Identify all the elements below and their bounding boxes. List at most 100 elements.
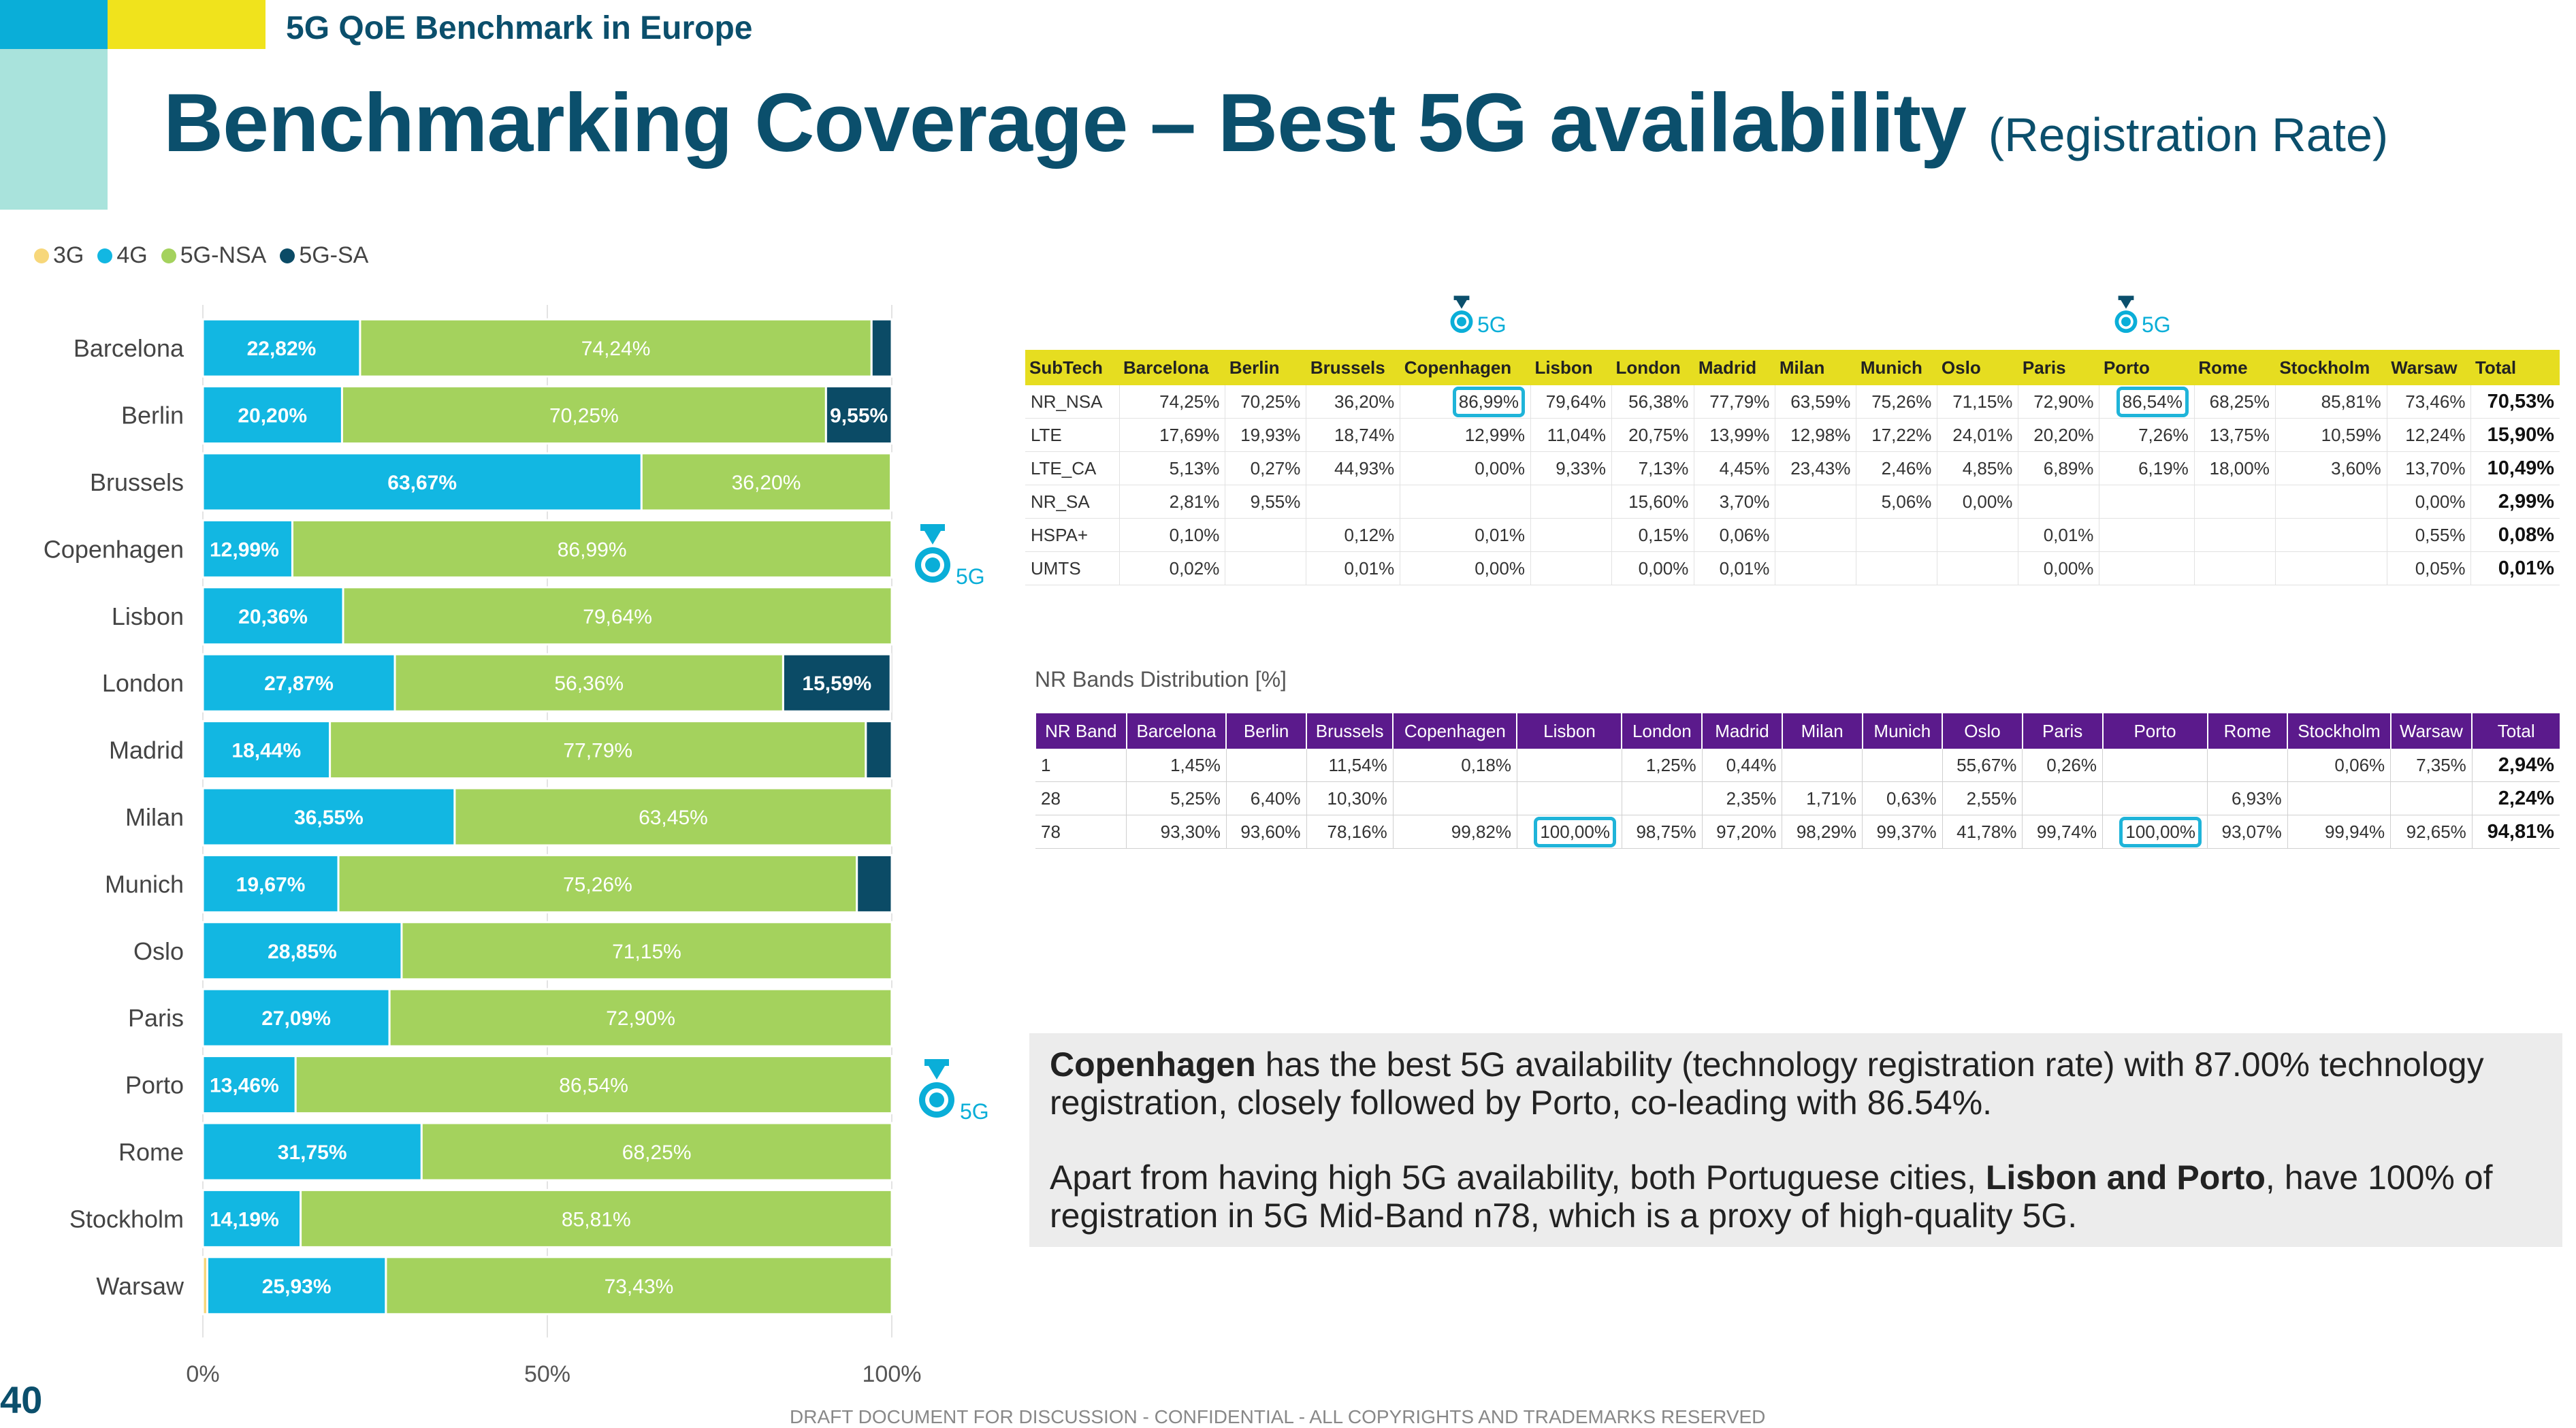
x-tick-label: 0% xyxy=(186,1361,219,1387)
column-header[interactable]: Oslo xyxy=(1937,350,2018,385)
table-cell xyxy=(2275,552,2387,585)
column-header[interactable]: Total xyxy=(2472,713,2560,749)
category-label: Stockholm xyxy=(69,1205,184,1233)
column-header[interactable]: Brussels xyxy=(1306,713,1393,749)
table-cell: 85,81% xyxy=(2275,385,2387,419)
data-label: 36,20% xyxy=(732,472,801,494)
column-header[interactable]: Madrid xyxy=(1694,350,1775,385)
table-cell: 0,44% xyxy=(1702,749,1782,782)
data-label: 86,54% xyxy=(559,1075,628,1097)
table-cell xyxy=(2208,749,2288,782)
category-label: Munich xyxy=(105,870,184,898)
column-header[interactable]: Paris xyxy=(2018,350,2099,385)
table-cell: HSPA+ xyxy=(1025,519,1119,552)
table-cell xyxy=(1517,782,1622,815)
column-header[interactable]: Oslo xyxy=(1942,713,2023,749)
table-cell xyxy=(1775,552,1856,585)
table-cell: 93,60% xyxy=(1226,815,1306,849)
table-cell: 17,69% xyxy=(1119,419,1225,452)
table-cell: 0,00% xyxy=(1400,552,1531,585)
column-header[interactable]: Munich xyxy=(1856,350,1937,385)
column-header[interactable]: Copenhagen xyxy=(1400,350,1531,385)
table-cell: 10,49% xyxy=(2471,452,2560,485)
column-header[interactable]: Milan xyxy=(1775,350,1856,385)
table-cell: 2,94% xyxy=(2472,749,2560,782)
column-header[interactable]: Warsaw xyxy=(2387,350,2471,385)
legend-label-3g: 3G xyxy=(53,242,84,269)
table-cell xyxy=(1856,519,1937,552)
table-cell: 0,02% xyxy=(1119,552,1225,585)
column-header[interactable]: Barcelona xyxy=(1127,713,1227,749)
table-cell: 78,16% xyxy=(1306,815,1393,849)
medal-label: 5G xyxy=(1477,312,1507,338)
category-label: London xyxy=(102,669,184,697)
column-header[interactable]: London xyxy=(1611,350,1694,385)
table-cell: 13,75% xyxy=(2194,419,2275,452)
column-header[interactable]: Lisbon xyxy=(1530,350,1611,385)
column-header[interactable]: Lisbon xyxy=(1517,713,1622,749)
table-cell: 4,85% xyxy=(1937,452,2018,485)
column-header[interactable]: NR Band xyxy=(1035,713,1127,749)
column-header[interactable]: Porto xyxy=(2103,713,2208,749)
highlighted-value: 86,99% xyxy=(1453,387,1525,417)
column-header[interactable]: London xyxy=(1622,713,1702,749)
table-cell xyxy=(2099,485,2194,519)
table-cell: 9,55% xyxy=(1225,485,1306,519)
table-cell xyxy=(1937,552,2018,585)
column-header[interactable]: SubTech xyxy=(1025,350,1119,385)
column-header[interactable]: Paris xyxy=(2023,713,2103,749)
data-label: 75,26% xyxy=(563,873,632,896)
table-cell: 5,25% xyxy=(1127,782,1227,815)
data-label: 73,43% xyxy=(605,1276,674,1298)
legend-item-3g: 3G xyxy=(34,242,84,269)
table-cell: 9,33% xyxy=(1530,452,1611,485)
data-label: 22,82% xyxy=(247,338,317,360)
page-number: 40 xyxy=(0,1378,42,1422)
table-cell: 56,38% xyxy=(1611,385,1694,419)
column-header[interactable]: Total xyxy=(2471,350,2560,385)
category-label: Copenhagen xyxy=(44,535,184,563)
column-header[interactable]: Brussels xyxy=(1306,350,1400,385)
column-header[interactable]: Stockholm xyxy=(2287,713,2390,749)
table-cell: 77,79% xyxy=(1694,385,1775,419)
column-header[interactable]: Barcelona xyxy=(1119,350,1225,385)
column-header[interactable]: Rome xyxy=(2208,713,2288,749)
table-cell: 0,00% xyxy=(1400,452,1531,485)
table-cell: 2,35% xyxy=(1702,782,1782,815)
table-cell: 75,26% xyxy=(1856,385,1937,419)
table-cell xyxy=(2275,519,2387,552)
table-cell xyxy=(1622,782,1702,815)
table-cell: 41,78% xyxy=(1942,815,2023,849)
table-cell: 0,08% xyxy=(2471,519,2560,552)
table-cell: 0,05% xyxy=(2387,552,2471,585)
column-header[interactable]: Porto xyxy=(2099,350,2194,385)
column-header[interactable]: Berlin xyxy=(1226,713,1306,749)
table-cell: 2,24% xyxy=(2472,782,2560,815)
table-cell: 79,64% xyxy=(1530,385,1611,419)
table-cell: 73,46% xyxy=(2387,385,2471,419)
column-header[interactable]: Copenhagen xyxy=(1393,713,1517,749)
column-header[interactable]: Madrid xyxy=(1702,713,1782,749)
deck-subtitle: 5G QoE Benchmark in Europe xyxy=(286,10,753,47)
column-header[interactable]: Rome xyxy=(2194,350,2275,385)
category-label: Oslo xyxy=(133,937,184,965)
category-label: Rome xyxy=(118,1138,184,1166)
table-cell: 44,93% xyxy=(1306,452,1400,485)
table-cell xyxy=(2018,485,2099,519)
table-cell: 99,94% xyxy=(2287,815,2390,849)
data-label: 70,25% xyxy=(549,405,619,427)
column-header[interactable]: Stockholm xyxy=(2275,350,2387,385)
data-label: 86,99% xyxy=(558,538,627,561)
medal-label: 5G xyxy=(956,564,985,589)
table-cell: 2,99% xyxy=(2471,485,2560,519)
column-header[interactable]: Warsaw xyxy=(2391,713,2473,749)
column-header[interactable]: Milan xyxy=(1782,713,1863,749)
column-header[interactable]: Munich xyxy=(1863,713,1943,749)
table-cell: 68,25% xyxy=(2194,385,2275,419)
column-header[interactable]: Berlin xyxy=(1225,350,1306,385)
table-cell: 10,30% xyxy=(1306,782,1393,815)
table-cell: 99,74% xyxy=(2023,815,2103,849)
